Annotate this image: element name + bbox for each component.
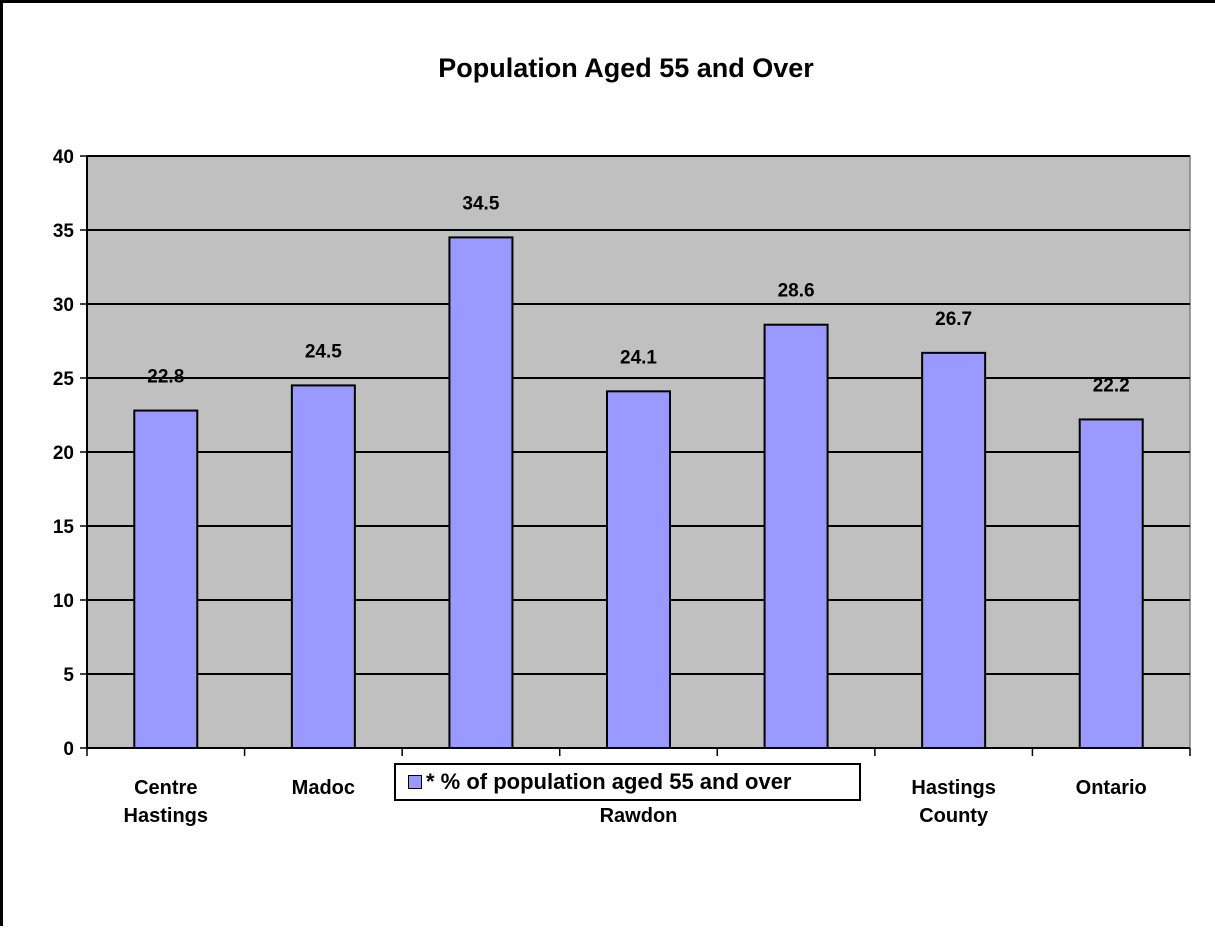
y-tick-label: 15 <box>53 517 75 538</box>
data-labels: 22.8 24.5 34.5 24.1 28.6 26.7 22.2 <box>147 193 1129 396</box>
data-label: 22.8 <box>147 367 184 388</box>
x-tick-label: Madoc <box>292 777 355 799</box>
y-tick-labels: 0 5 10 15 20 25 30 35 40 <box>53 147 75 760</box>
data-label: 24.5 <box>305 341 342 362</box>
y-tick-label: 35 <box>53 221 75 242</box>
bar <box>763 323 829 749</box>
x-tick-label-line: Centre <box>134 777 197 799</box>
chart-title: Population Aged 55 and Over <box>438 53 814 83</box>
y-tick-label: 10 <box>53 591 74 612</box>
bars <box>133 236 1144 749</box>
y-tick-label: 5 <box>63 665 74 686</box>
x-tick-label-line: Rawdon <box>600 805 678 827</box>
bar <box>606 390 671 749</box>
y-tick-label: 25 <box>53 369 75 390</box>
y-tick-label: 0 <box>63 739 74 760</box>
x-tick-label-line: Ontario <box>1076 777 1147 799</box>
axes <box>80 155 1191 756</box>
data-label: 26.7 <box>935 309 972 330</box>
y-tick-label: 40 <box>53 147 74 168</box>
x-tick-label-line: Hastings <box>124 805 208 827</box>
bar <box>290 384 356 749</box>
bar <box>921 351 987 749</box>
legend: * % of population aged 55 and over <box>394 763 861 801</box>
x-tick-label: Ontario <box>1076 777 1147 799</box>
x-tick-label-line: Hastings <box>911 777 995 799</box>
y-tick-label: 30 <box>53 295 74 316</box>
data-label: 24.1 <box>620 347 657 368</box>
x-tick-label: Hastings County <box>911 777 995 827</box>
legend-label: * % of population aged 55 and over <box>426 769 792 794</box>
x-tick-label-line: County <box>919 805 989 827</box>
data-label: 34.5 <box>462 193 499 214</box>
bar-chart: Population Aged 55 and Over 22.8 24.5 34.5… <box>53 53 1191 827</box>
bar <box>1078 418 1144 749</box>
legend-swatch <box>408 775 422 789</box>
y-tick-label: 20 <box>53 443 74 464</box>
data-label: 28.6 <box>778 281 815 302</box>
x-tick-label: Centre Hastings <box>124 777 208 827</box>
bar <box>133 409 199 749</box>
bar <box>448 236 514 749</box>
data-label: 22.2 <box>1093 375 1130 396</box>
x-tick-label-line: Madoc <box>292 777 355 799</box>
